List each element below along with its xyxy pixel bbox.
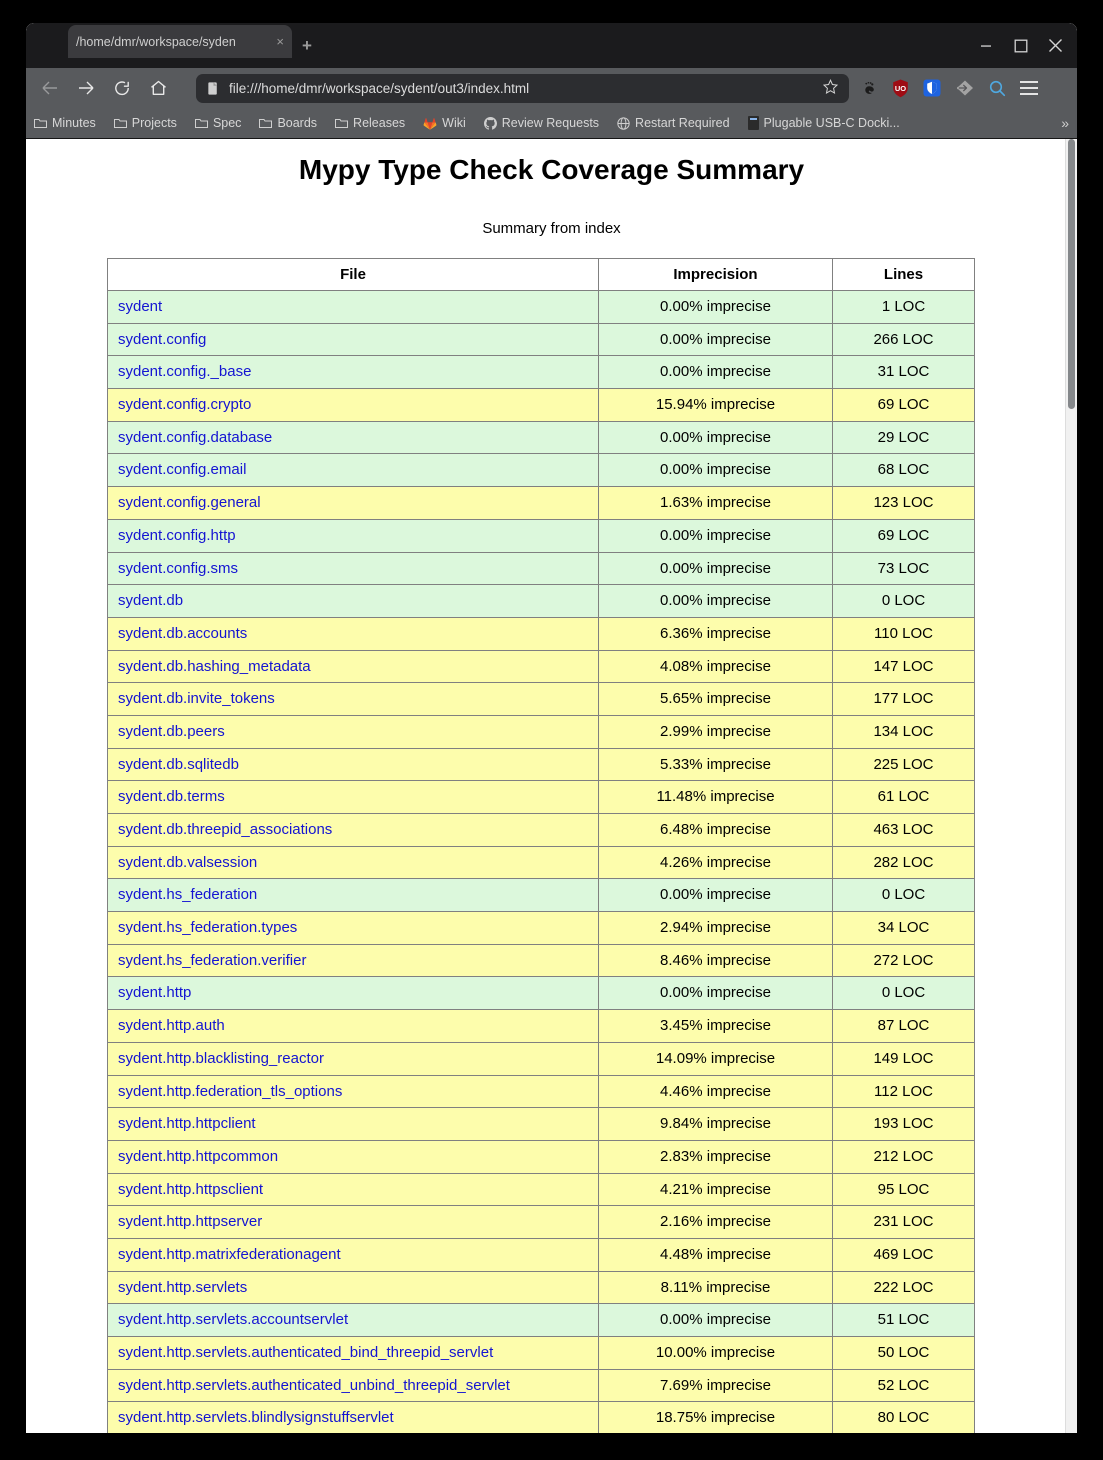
svg-text:UO: UO — [895, 83, 906, 92]
